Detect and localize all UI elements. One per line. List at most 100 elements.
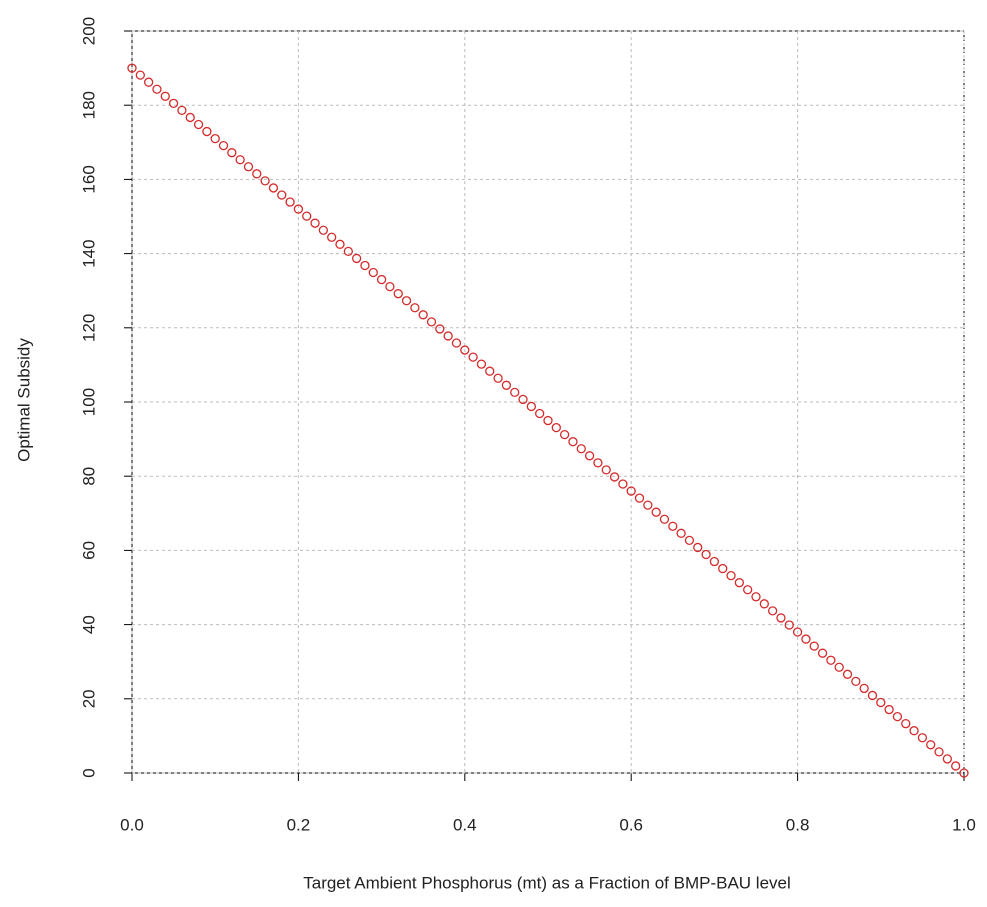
point xyxy=(643,500,653,510)
y-tick-label: 160 xyxy=(79,165,98,193)
point xyxy=(443,331,453,341)
point xyxy=(942,754,953,764)
point xyxy=(901,719,911,729)
point xyxy=(376,274,387,285)
point xyxy=(718,563,728,574)
point xyxy=(160,91,170,101)
point xyxy=(826,655,836,665)
point xyxy=(851,676,861,687)
point xyxy=(327,232,337,242)
point xyxy=(410,303,420,313)
point xyxy=(418,310,428,320)
point xyxy=(335,239,345,249)
point xyxy=(792,627,803,637)
y-tick-label: 40 xyxy=(79,615,98,634)
point xyxy=(909,726,919,736)
point xyxy=(168,98,179,108)
point xyxy=(917,733,928,743)
point xyxy=(310,218,320,228)
point xyxy=(252,169,262,179)
point xyxy=(460,345,470,355)
point xyxy=(609,472,620,482)
point xyxy=(343,246,353,257)
point xyxy=(709,556,720,567)
point xyxy=(801,634,811,644)
y-tick-label: 200 xyxy=(79,17,98,45)
point xyxy=(726,570,736,581)
point xyxy=(451,338,462,348)
point xyxy=(559,429,570,440)
point xyxy=(127,63,137,73)
point xyxy=(751,592,761,602)
point xyxy=(867,690,878,701)
point xyxy=(759,599,769,609)
point xyxy=(210,133,220,144)
point xyxy=(576,444,586,454)
point xyxy=(767,606,778,616)
y-tick-label: 180 xyxy=(79,91,98,119)
point xyxy=(385,281,395,292)
point xyxy=(584,451,595,461)
point xyxy=(435,324,445,334)
point xyxy=(626,486,636,496)
point xyxy=(951,761,961,771)
point xyxy=(143,77,154,87)
point xyxy=(135,70,145,80)
point xyxy=(934,747,944,757)
point xyxy=(543,415,553,426)
point xyxy=(959,768,969,778)
point xyxy=(393,289,403,299)
point xyxy=(193,119,204,130)
point xyxy=(485,366,495,376)
x-tick-label: 1.0 xyxy=(952,815,976,834)
x-tick-label: 0.8 xyxy=(786,815,810,834)
point xyxy=(884,704,894,715)
point xyxy=(743,585,753,595)
point xyxy=(701,549,711,560)
point xyxy=(676,528,686,538)
point xyxy=(535,408,545,419)
point xyxy=(651,507,661,517)
point xyxy=(185,112,195,123)
y-tick-label: 140 xyxy=(79,239,98,267)
point xyxy=(659,514,670,524)
point xyxy=(634,493,645,503)
point xyxy=(601,465,611,475)
y-tick-label: 120 xyxy=(79,314,98,342)
point xyxy=(817,648,828,658)
x-tick-label: 0.2 xyxy=(287,815,311,834)
point xyxy=(593,458,603,468)
point xyxy=(526,401,537,412)
x-axis-title: Target Ambient Phosphorus (mt) as a Frac… xyxy=(303,873,791,892)
point xyxy=(809,641,819,651)
point xyxy=(734,578,745,588)
point xyxy=(668,521,678,531)
point xyxy=(476,359,487,369)
point xyxy=(551,422,561,433)
point xyxy=(202,126,212,137)
point xyxy=(285,197,295,207)
point xyxy=(293,204,304,214)
x-tick-label: 0.0 xyxy=(120,815,144,834)
point xyxy=(360,260,370,271)
point xyxy=(268,183,279,193)
point xyxy=(218,140,229,151)
x-tick-label: 0.4 xyxy=(453,815,477,834)
point xyxy=(842,669,853,679)
point xyxy=(493,373,503,383)
point xyxy=(227,148,237,158)
y-tick-label: 0 xyxy=(79,768,98,777)
point xyxy=(684,535,695,546)
point xyxy=(260,176,270,186)
point xyxy=(568,437,578,447)
point xyxy=(501,380,512,390)
point xyxy=(243,162,254,172)
point xyxy=(518,394,528,405)
point xyxy=(784,620,794,630)
point xyxy=(693,542,703,553)
point xyxy=(618,479,628,489)
point xyxy=(351,253,362,264)
y-tick-label: 60 xyxy=(79,541,98,560)
y-axis-title: Optimal Subsidy xyxy=(14,338,33,462)
point xyxy=(318,225,329,235)
